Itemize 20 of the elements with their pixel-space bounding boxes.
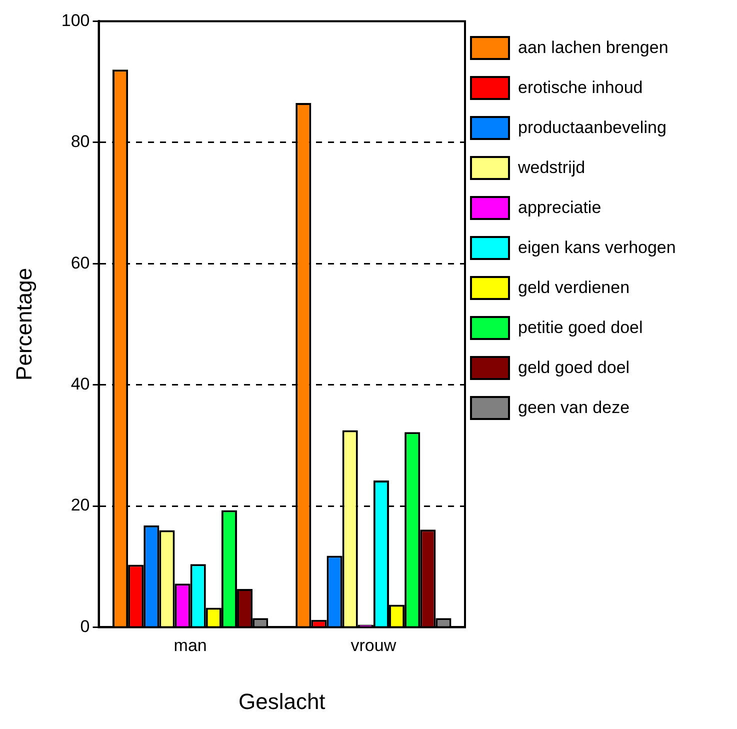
y-tick-label: 80 bbox=[70, 132, 90, 152]
legend-label: petitie goed doel bbox=[518, 318, 643, 338]
legend-label: erotische inhoud bbox=[518, 78, 643, 98]
legend-label: appreciatie bbox=[518, 198, 602, 218]
legend-label: eigen kans verhogen bbox=[518, 238, 676, 258]
legend-label: geen van deze bbox=[518, 398, 630, 418]
y-tick-label: 40 bbox=[70, 374, 90, 394]
legend-label: productaanbeveling bbox=[518, 118, 666, 138]
x-tick-label: man bbox=[174, 636, 207, 656]
x-tick-label: vrouw bbox=[350, 636, 397, 656]
y-tick-label: 100 bbox=[61, 10, 90, 30]
y-tick-label: 20 bbox=[70, 496, 90, 515]
legend-label: geld goed doel bbox=[518, 358, 630, 378]
y-axis-title: Percentage bbox=[11, 268, 36, 380]
legend-label: aan lachen brengen bbox=[518, 38, 668, 58]
x-axis-title: Geslacht bbox=[238, 688, 326, 714]
legend-label: wedstrijd bbox=[518, 158, 586, 178]
y-tick-label: 60 bbox=[70, 253, 90, 272]
y-tick-label: 0 bbox=[80, 616, 90, 636]
legend-label: geld verdienen bbox=[518, 278, 630, 298]
